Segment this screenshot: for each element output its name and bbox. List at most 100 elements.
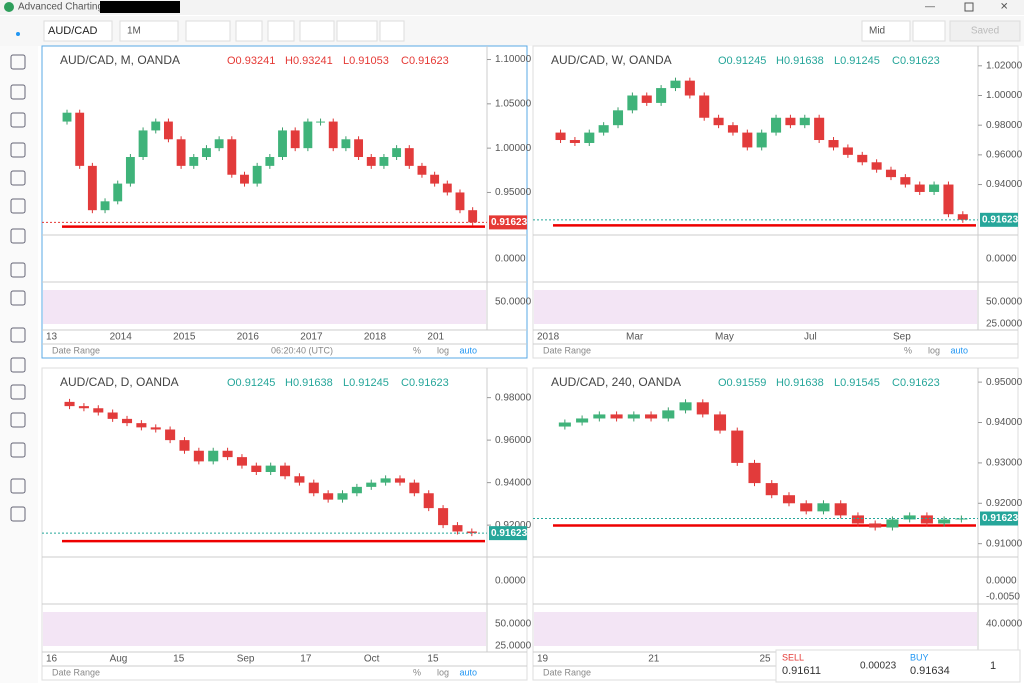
price-tick-label: 0.92000	[986, 498, 1023, 509]
time-label: 2018	[537, 332, 560, 343]
ohlc-value: C0.91623	[892, 377, 940, 389]
tool-icon[interactable]	[10, 54, 26, 70]
candle	[214, 139, 224, 149]
tool-icon[interactable]	[10, 384, 26, 400]
symbol-box[interactable]	[43, 20, 113, 42]
rsi-tick-label: 50.0000	[495, 619, 532, 630]
candle	[193, 450, 204, 462]
rsi-band	[534, 290, 977, 324]
candle	[252, 165, 262, 184]
symbol[interactable]: AUD/CAD	[48, 25, 98, 37]
fullscreen-button[interactable]	[379, 20, 405, 42]
candle	[227, 139, 237, 175]
tool-icon[interactable]	[10, 112, 26, 128]
candle	[404, 148, 414, 166]
tool-dot	[16, 32, 20, 36]
window-title: Advanced Charting	[18, 2, 103, 13]
minimize[interactable]: —	[925, 2, 935, 13]
footer-item[interactable]: 06:20:40 (UTC)	[271, 345, 333, 355]
tool-icon[interactable]	[10, 442, 26, 458]
interval[interactable]: 1M	[127, 26, 141, 37]
candle	[392, 148, 402, 158]
candle	[189, 157, 199, 166]
candle	[438, 508, 449, 526]
macd-tick-label: 0.0000	[986, 254, 1017, 265]
last-price-box	[489, 215, 527, 230]
candle	[138, 130, 148, 158]
ohlc-value: O0.93241	[227, 55, 275, 67]
footer-item[interactable]: log	[437, 345, 449, 355]
price-tick-label: 0.96000	[986, 149, 1023, 160]
candle	[785, 117, 796, 126]
candle	[828, 140, 839, 148]
buy-label[interactable]: BUY	[910, 652, 929, 662]
candle	[799, 117, 810, 126]
candle	[179, 440, 190, 451]
tool-icon[interactable]	[10, 142, 26, 158]
price-tick-label: 1.02000	[986, 60, 1023, 71]
layout-button[interactable]	[912, 20, 946, 42]
title-bar	[0, 0, 1024, 15]
ohlc-value: L0.91053	[343, 55, 389, 67]
quantity[interactable]: 1	[990, 660, 996, 672]
save-box[interactable]	[949, 20, 1021, 42]
settings-button[interactable]	[235, 20, 263, 42]
tool-icon[interactable]	[10, 327, 26, 343]
candle	[125, 157, 135, 184]
rsi-band	[43, 612, 486, 646]
footer-item[interactable]: auto	[459, 345, 477, 355]
time-label: Oct	[364, 654, 380, 665]
candle	[903, 515, 916, 520]
save-label[interactable]: Saved	[971, 26, 999, 37]
maximize[interactable]	[964, 2, 974, 12]
footer-item: Date Range	[543, 345, 591, 355]
price-tick-label: 0.95000	[495, 187, 532, 198]
candle	[341, 139, 351, 149]
sell-label[interactable]: SELL	[782, 652, 804, 662]
indicators-button[interactable]	[267, 20, 295, 42]
candle	[163, 121, 173, 140]
footer-item[interactable]: auto	[459, 667, 477, 677]
candle	[598, 125, 609, 133]
interval-box[interactable]	[119, 20, 179, 42]
rsi-band	[43, 290, 486, 324]
tool-icon[interactable]	[10, 198, 26, 214]
tool-icon[interactable]	[10, 84, 26, 100]
price-tick-label: 1.00000	[986, 90, 1023, 101]
macd-tick-label: 0.0000	[495, 576, 526, 587]
close[interactable]: ✕	[1000, 2, 1008, 13]
candle	[645, 414, 658, 419]
price-tick-label: 0.98000	[986, 120, 1023, 131]
footer-item[interactable]: log	[437, 667, 449, 677]
footer-item: Date Range	[52, 667, 100, 677]
tool-icon[interactable]	[10, 412, 26, 428]
time-label: 13	[46, 332, 58, 343]
rsi-tick-label: 40.0000	[986, 619, 1023, 630]
tool-icon[interactable]	[10, 357, 26, 373]
undo-redo[interactable]	[336, 20, 378, 42]
buy-price[interactable]: 0.91634	[910, 665, 950, 677]
candle	[885, 169, 897, 178]
chart-type-button[interactable]	[185, 20, 231, 42]
candle	[208, 450, 219, 462]
compare-button[interactable]	[299, 20, 335, 42]
tool-icon[interactable]	[10, 228, 26, 244]
footer-item[interactable]: %	[413, 345, 421, 355]
candle	[265, 465, 276, 472]
tool-icon[interactable]	[10, 478, 26, 494]
tool-icon[interactable]	[10, 506, 26, 522]
footer-item[interactable]: auto	[950, 345, 968, 355]
tool-icon[interactable]	[10, 290, 26, 306]
tool-icon[interactable]	[10, 262, 26, 278]
price-type[interactable]: Mid	[869, 26, 885, 37]
price-type-box[interactable]	[861, 20, 911, 42]
footer-item[interactable]: %	[413, 667, 421, 677]
time-label: 15	[427, 654, 439, 665]
tool-icon[interactable]	[10, 170, 26, 186]
footer-item[interactable]: %	[904, 345, 912, 355]
time-label: Sep	[893, 332, 911, 343]
footer-item[interactable]: log	[928, 345, 940, 355]
sell-price[interactable]: 0.91611	[782, 665, 821, 677]
price-tick-label: 1.00000	[495, 143, 532, 154]
candle	[627, 414, 640, 419]
